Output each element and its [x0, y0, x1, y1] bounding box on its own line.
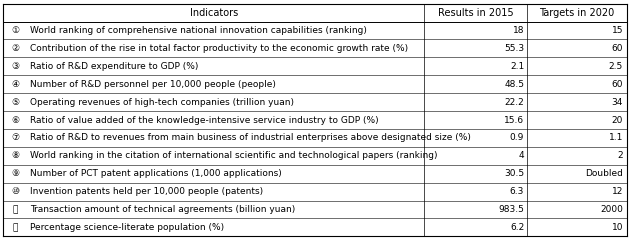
Text: Ratio of R&D expenditure to GDP (%): Ratio of R&D expenditure to GDP (%): [30, 62, 198, 71]
Text: Ratio of value added of the knowledge-intensive service industry to GDP (%): Ratio of value added of the knowledge-in…: [30, 115, 379, 125]
Text: ⑫: ⑫: [13, 223, 18, 232]
Text: 15.6: 15.6: [504, 115, 524, 125]
Text: ⑥: ⑥: [11, 115, 20, 125]
Text: 983.5: 983.5: [498, 205, 524, 214]
Text: 22.2: 22.2: [505, 98, 524, 107]
Text: 48.5: 48.5: [504, 80, 524, 89]
Text: ⑪: ⑪: [13, 205, 18, 214]
Text: Contribution of the rise in total factor productivity to the economic growth rat: Contribution of the rise in total factor…: [30, 44, 408, 53]
Text: 6.3: 6.3: [510, 187, 524, 196]
Text: Number of PCT patent applications (1,000 applications): Number of PCT patent applications (1,000…: [30, 169, 282, 178]
Text: Invention patents held per 10,000 people (patents): Invention patents held per 10,000 people…: [30, 187, 263, 196]
Text: ⑨: ⑨: [11, 169, 20, 178]
Text: 60: 60: [612, 44, 623, 53]
Text: Targets in 2020: Targets in 2020: [539, 7, 615, 18]
Text: Ratio of R&D to revenues from main business of industrial enterprises above desi: Ratio of R&D to revenues from main busin…: [30, 133, 471, 142]
Text: ②: ②: [11, 44, 20, 53]
Text: 15: 15: [612, 26, 623, 35]
Text: 2.1: 2.1: [510, 62, 524, 71]
Text: Results in 2015: Results in 2015: [438, 7, 513, 18]
Text: World ranking of comprehensive national innovation capabilities (ranking): World ranking of comprehensive national …: [30, 26, 367, 35]
Text: 4: 4: [518, 151, 524, 160]
Text: 0.9: 0.9: [510, 133, 524, 142]
Text: Indicators: Indicators: [190, 7, 238, 18]
Text: Doubled: Doubled: [585, 169, 623, 178]
Text: 34: 34: [612, 98, 623, 107]
Text: ①: ①: [11, 26, 20, 35]
Text: 30.5: 30.5: [504, 169, 524, 178]
Text: 60: 60: [612, 80, 623, 89]
Text: World ranking in the citation of international scientific and technological pape: World ranking in the citation of interna…: [30, 151, 437, 160]
Text: 2.5: 2.5: [609, 62, 623, 71]
Text: 18: 18: [513, 26, 524, 35]
Text: 2000: 2000: [600, 205, 623, 214]
Text: Transaction amount of technical agreements (billion yuan): Transaction amount of technical agreemen…: [30, 205, 295, 214]
Text: Number of R&D personnel per 10,000 people (people): Number of R&D personnel per 10,000 peopl…: [30, 80, 276, 89]
Text: ③: ③: [11, 62, 20, 71]
Text: 2: 2: [617, 151, 623, 160]
Text: 12: 12: [612, 187, 623, 196]
Text: Percentage science-literate population (%): Percentage science-literate population (…: [30, 223, 224, 232]
Text: 1.1: 1.1: [609, 133, 623, 142]
Text: ⑦: ⑦: [11, 133, 20, 142]
Text: 10: 10: [612, 223, 623, 232]
Text: 55.3: 55.3: [504, 44, 524, 53]
Text: Operating revenues of high-tech companies (trillion yuan): Operating revenues of high-tech companie…: [30, 98, 294, 107]
Text: 20: 20: [612, 115, 623, 125]
Text: ⑩: ⑩: [11, 187, 20, 196]
Text: ⑤: ⑤: [11, 98, 20, 107]
Text: ⑧: ⑧: [11, 151, 20, 160]
Text: 6.2: 6.2: [510, 223, 524, 232]
Text: ④: ④: [11, 80, 20, 89]
